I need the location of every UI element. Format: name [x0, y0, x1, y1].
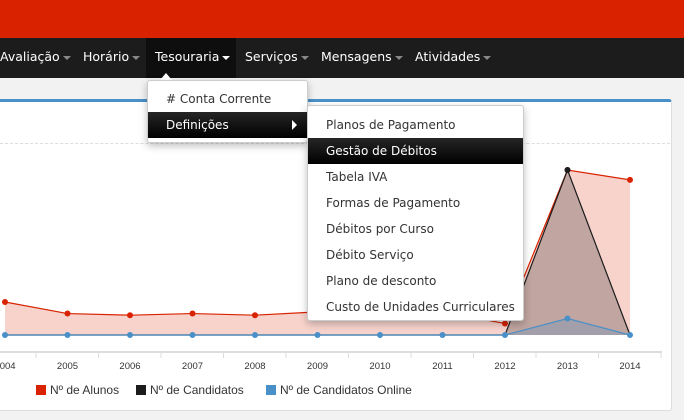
- submenu-item-plano-desconto[interactable]: Plano de desconto: [308, 268, 523, 294]
- nav-label: Horário: [83, 49, 130, 64]
- menu-item-label: Planos de Pagamento: [326, 118, 456, 132]
- data-point: [127, 332, 133, 338]
- nav-horario[interactable]: Horário: [83, 38, 141, 78]
- legend-swatch: [36, 385, 46, 395]
- x-tick-label: 2009: [307, 361, 328, 372]
- menu-item-label: Débitos por Curso: [326, 222, 434, 236]
- nav-label: Mensagens: [321, 49, 392, 64]
- caret-down-icon: [394, 55, 403, 60]
- caret-down-icon: [132, 55, 141, 60]
- data-point: [439, 332, 446, 338]
- submenu-item-debito-servico[interactable]: Débito Serviço: [308, 242, 523, 268]
- data-point: [189, 332, 196, 338]
- nav-mensagens[interactable]: Mensagens: [321, 38, 403, 78]
- legend-item-alunos[interactable]: Nº de Alunos: [36, 383, 119, 397]
- dropdown-pointer: [160, 73, 172, 80]
- nav-label: Tesouraria: [155, 49, 220, 64]
- x-tick-label: 2005: [57, 361, 78, 372]
- submenu-item-gestao-debitos[interactable]: Gestão de Débitos: [308, 138, 523, 164]
- submenu-item-tabela-iva[interactable]: Tabela IVA: [308, 164, 523, 190]
- caret-down-icon: [300, 55, 309, 60]
- x-tick-label: 2006: [119, 361, 140, 372]
- nav-tesouraria[interactable]: Tesouraria: [146, 38, 236, 78]
- nav-servicos[interactable]: Serviços: [245, 38, 309, 78]
- data-point: [2, 332, 8, 338]
- x-tick-label: 2008: [244, 361, 265, 372]
- x-tick-label: 2004: [0, 361, 16, 372]
- tesouraria-dropdown: # Conta Corrente Definições: [147, 80, 308, 143]
- data-point: [502, 332, 508, 338]
- data-point: [64, 310, 71, 317]
- x-tick-label: 2013: [557, 361, 578, 372]
- submenu-item-custo-unidades[interactable]: Custo de Unidades Curriculares: [308, 294, 523, 320]
- x-tick-label: 2012: [494, 361, 515, 372]
- data-point: [252, 332, 258, 338]
- menu-item-label: Custo de Unidades Curriculares: [326, 300, 515, 314]
- legend-label: Nº de Candidatos Online: [280, 383, 412, 397]
- x-tick-label: 2014: [619, 361, 640, 372]
- data-point: [502, 320, 508, 327]
- submenu-item-formas-pagamento[interactable]: Formas de Pagamento: [308, 190, 523, 216]
- submenu-item-planos-pagamento[interactable]: Planos de Pagamento: [308, 112, 523, 138]
- menu-item-label: Formas de Pagamento: [326, 196, 461, 210]
- main-navbar: Avaliação Horário Tesouraria Serviços Me…: [0, 38, 684, 78]
- data-point: [627, 176, 633, 183]
- data-point: [377, 332, 383, 338]
- menu-item-label: Gestão de Débitos: [326, 144, 437, 158]
- nav-atividades[interactable]: Atividades: [415, 38, 492, 78]
- data-point: [64, 332, 71, 338]
- data-point: [627, 332, 633, 338]
- top-banner: [0, 0, 684, 38]
- data-point: [314, 332, 321, 338]
- x-tick-label: 2007: [182, 361, 203, 372]
- data-point: [189, 310, 196, 317]
- x-tick-label: 2010: [369, 361, 390, 372]
- data-point: [564, 167, 571, 173]
- data-point: [252, 312, 258, 319]
- legend-label: Nº de Candidatos: [150, 383, 244, 397]
- legend-swatch: [266, 385, 276, 395]
- nav-label: Atividades: [415, 49, 481, 64]
- legend-item-candidatos[interactable]: Nº de Candidatos: [136, 383, 244, 397]
- caret-down-icon: [62, 55, 71, 60]
- legend-swatch: [136, 385, 146, 395]
- nav-avaliacao[interactable]: Avaliação: [0, 38, 71, 78]
- legend-label: Nº de Alunos: [50, 383, 120, 397]
- caret-down-icon: [222, 55, 231, 60]
- data-point: [127, 312, 133, 319]
- nav-label: Avaliação: [0, 49, 60, 64]
- definicoes-submenu: Planos de Pagamento Gestão de Débitos Ta…: [307, 105, 524, 321]
- submenu-item-debitos-curso[interactable]: Débitos por Curso: [308, 216, 523, 242]
- x-tick-label: 2011: [432, 361, 452, 372]
- menu-item-label: # Conta Corrente: [166, 92, 272, 106]
- menu-item-label: Tabela IVA: [326, 170, 388, 184]
- menu-item-label: Plano de desconto: [326, 274, 437, 288]
- menu-item-label: Definições: [166, 118, 229, 132]
- menu-item-label: Débito Serviço: [326, 248, 414, 262]
- data-point: [564, 315, 571, 322]
- menu-item-definicoes[interactable]: Definições: [148, 112, 307, 138]
- chevron-right-icon: [292, 120, 297, 130]
- nav-label: Serviços: [245, 49, 298, 64]
- data-point: [2, 299, 8, 305]
- menu-item-conta-corrente[interactable]: # Conta Corrente: [148, 86, 307, 112]
- caret-down-icon: [483, 55, 492, 60]
- legend-item-candidatos-online[interactable]: Nº de Candidatos Online: [266, 383, 412, 397]
